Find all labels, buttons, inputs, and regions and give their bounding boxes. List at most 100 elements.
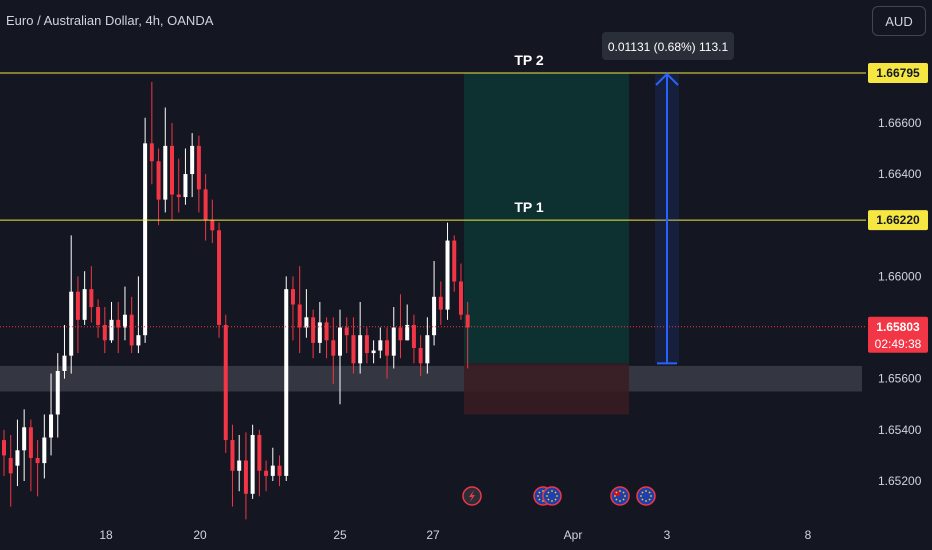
y-tick-label: 1.66000 — [878, 269, 922, 283]
candle-body[interactable] — [418, 347, 423, 364]
candle-body[interactable] — [129, 314, 134, 346]
candle-body[interactable] — [425, 335, 430, 364]
candle-body[interactable] — [331, 340, 336, 356]
candle-body[interactable] — [411, 324, 416, 348]
candle-body[interactable] — [452, 240, 457, 282]
candle-body[interactable] — [290, 289, 295, 305]
candle-body[interactable] — [89, 289, 94, 308]
candle-body[interactable] — [69, 291, 74, 356]
candle-body[interactable] — [270, 465, 275, 476]
flag-star — [619, 490, 621, 492]
flag-star — [538, 491, 541, 494]
candle-body[interactable] — [364, 335, 369, 354]
candle-body[interactable] — [391, 327, 396, 356]
candle-body[interactable] — [82, 289, 87, 320]
candle-body[interactable] — [196, 145, 201, 190]
candle-body[interactable] — [351, 335, 356, 364]
candle-body[interactable] — [163, 145, 168, 200]
candle-body[interactable] — [445, 240, 450, 310]
candle-body[interactable] — [277, 465, 282, 476]
candle-body[interactable] — [250, 434, 255, 494]
candle-body[interactable] — [257, 434, 262, 471]
candle-body[interactable] — [35, 457, 40, 464]
candle-body[interactable] — [190, 145, 195, 175]
flag-star — [622, 498, 625, 501]
y-tick-label: 1.65400 — [878, 423, 922, 437]
candle-body[interactable] — [217, 230, 222, 325]
eu-flag-icon[interactable] — [542, 486, 562, 506]
candle-body[interactable] — [223, 324, 228, 441]
candle-body[interactable] — [122, 314, 127, 328]
position-loss-zone[interactable] — [464, 363, 629, 415]
candle-body[interactable] — [465, 314, 470, 328]
candle-body[interactable] — [55, 371, 60, 415]
candle-body[interactable] — [170, 145, 174, 195]
candle-body[interactable] — [15, 450, 20, 466]
x-tick-label: 3 — [664, 528, 671, 542]
candle-body[interactable] — [75, 291, 80, 320]
candle-body[interactable] — [210, 220, 215, 231]
y-tick-label: 1.65600 — [878, 372, 922, 386]
candle-body[interactable] — [458, 281, 463, 315]
candle-body[interactable] — [143, 143, 148, 336]
candle-body[interactable] — [358, 335, 363, 364]
flag-star — [641, 491, 644, 494]
position-profit-zone[interactable] — [464, 73, 629, 364]
candle-body[interactable] — [378, 340, 383, 351]
eu-flag-icon[interactable] — [636, 486, 656, 506]
candle-body[interactable] — [264, 470, 269, 476]
level-name-1: TP 2 — [514, 52, 544, 68]
candle-body[interactable] — [42, 437, 47, 464]
candle-body[interactable] — [338, 327, 342, 356]
support-zone[interactable] — [0, 365, 862, 392]
lightning-icon[interactable] — [462, 486, 482, 506]
candle-body[interactable] — [102, 324, 107, 341]
candle-body[interactable] — [183, 174, 188, 198]
candle-body[interactable] — [284, 289, 289, 476]
candle-body[interactable] — [405, 324, 410, 341]
candle-body[interactable] — [324, 322, 329, 341]
candle-body[interactable] — [297, 304, 302, 328]
x-tick-label: 27 — [426, 528, 440, 542]
candle-body[interactable] — [230, 440, 235, 471]
candle-body[interactable] — [176, 194, 181, 198]
measure-label: 0.01131 (0.68%) 113.1 — [608, 40, 729, 54]
candle-body[interactable] — [136, 335, 141, 346]
candle-body[interactable] — [203, 189, 208, 221]
candle-body[interactable] — [2, 440, 6, 456]
candle-body[interactable] — [49, 414, 54, 438]
candle-body[interactable] — [432, 296, 437, 336]
candle-body[interactable] — [304, 317, 309, 328]
candle-body[interactable] — [385, 340, 390, 356]
level-price-label-1: 1.66795 — [876, 66, 920, 80]
currency-button[interactable]: AUD — [872, 6, 926, 36]
eu-flag-icon-ring — [542, 486, 562, 506]
flag-star — [547, 498, 550, 501]
candle-body[interactable] — [28, 427, 33, 458]
flag-star — [624, 495, 626, 497]
x-tick-label: 20 — [193, 528, 207, 542]
candle-body[interactable] — [156, 161, 161, 200]
level-price-label-2: 1.66220 — [876, 213, 920, 227]
candle-body[interactable] — [8, 457, 13, 474]
candle-body[interactable] — [398, 327, 403, 341]
candle-body[interactable] — [237, 460, 242, 471]
candle-body[interactable] — [243, 460, 248, 494]
candle-body[interactable] — [371, 350, 376, 354]
candle-body[interactable] — [317, 322, 322, 343]
candle-body[interactable] — [438, 296, 443, 310]
candle-body[interactable] — [109, 319, 114, 341]
flag-star — [556, 495, 558, 497]
flag-star — [622, 491, 625, 494]
candle-body[interactable] — [311, 317, 316, 343]
candle-body[interactable] — [62, 355, 67, 372]
candle-body[interactable] — [149, 143, 154, 162]
candle-body[interactable] — [344, 327, 349, 336]
candle-body[interactable] — [116, 319, 121, 328]
candle-body[interactable] — [22, 427, 27, 451]
au-flag-icon[interactable] — [610, 486, 630, 506]
candle-body[interactable] — [96, 307, 101, 325]
au-flag-union — [614, 491, 620, 496]
